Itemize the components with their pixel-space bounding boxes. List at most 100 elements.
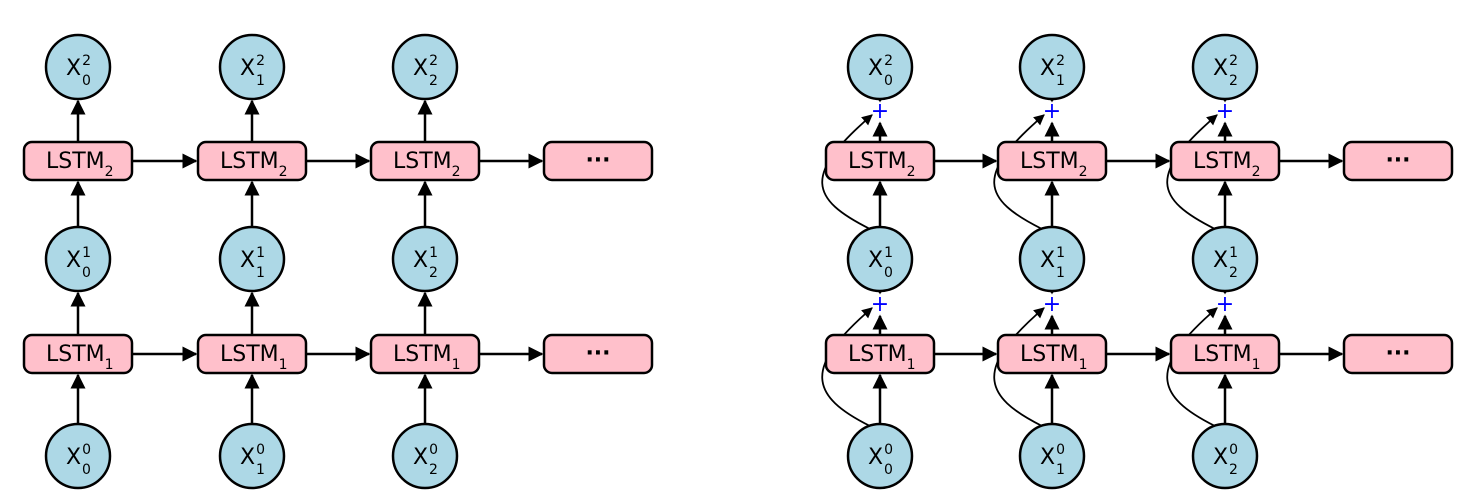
lstm2-cell-2-box [1169, 140, 1281, 182]
output-node-0: X2 0 [846, 33, 914, 101]
residual-plus-2-1: + [1043, 99, 1061, 124]
residual-plus-2-2: + [1216, 99, 1234, 124]
output-node-1-label: X2 1 [1040, 53, 1065, 89]
output-node-0-circle [44, 33, 112, 101]
output-node-0-label: X2 0 [66, 53, 91, 89]
lstm2-continuation-label: ··· [585, 148, 610, 173]
lstm2-cell-1-label: LSTM2 [220, 149, 288, 180]
output-node-1-circle [218, 33, 286, 101]
hidden-node-1: X1 1 [218, 225, 286, 293]
input-node-2-label: X0 2 [1213, 442, 1238, 478]
lstm2-continuation-label: ··· [1385, 148, 1410, 173]
residual-plus-1-2: + [1216, 292, 1234, 317]
lstm1-continuation: ··· [1342, 333, 1454, 375]
lstm1-cell-2: LSTM1 [1169, 333, 1281, 375]
lstm2-cell-0-label: LSTM2 [848, 149, 916, 180]
lstm1-cell-1-label: LSTM1 [1020, 342, 1088, 373]
residual-skip-2-2 [1166, 114, 1218, 230]
output-node-1-label: X2 1 [240, 53, 265, 89]
input-node-1-label: X0 1 [1040, 442, 1065, 478]
lstm1-cell-1: LSTM1 [196, 333, 308, 375]
residual-skip-1-2 [1166, 307, 1218, 427]
input-node-0-label: X0 0 [66, 442, 91, 478]
lstm1-cell-2-label: LSTM1 [1193, 342, 1261, 373]
residual-skip-2-0 [821, 114, 873, 230]
lstm2-cell-2-label: LSTM2 [393, 149, 461, 180]
panel-plain-stacked-lstm: LSTM1 LSTM2 X0 0 X1 0 X2 0 LSTM1 LSTM2 X0 1 X1 1 X2 1 LS… [22, 33, 654, 490]
hidden-node-2: X1 2 [1191, 225, 1259, 293]
lstm1-cell-2: LSTM1 [369, 333, 481, 375]
lstm1-continuation-box [542, 333, 654, 375]
output-node-1-circle [1018, 33, 1086, 101]
input-node-0: X0 0 [44, 422, 112, 490]
input-node-0-circle [44, 422, 112, 490]
lstm1-cell-0-box [22, 333, 134, 375]
output-node-2: X2 2 [391, 33, 459, 101]
input-node-1: X0 1 [1018, 422, 1086, 490]
lstm2-cell-1: LSTM2 [996, 140, 1108, 182]
lstm1-continuation-label: ··· [585, 341, 610, 366]
input-node-2-circle [1191, 422, 1259, 490]
output-node-2: X2 2 [1191, 33, 1259, 101]
lstm2-cell-0-box [824, 140, 936, 182]
residual-plus-2-0: + [871, 99, 889, 124]
lstm2-cell-0-box [22, 140, 134, 182]
residual-skip-2-1 [993, 114, 1045, 230]
lstm1-cell-0-box [824, 333, 936, 375]
hidden-node-2-label: X1 2 [413, 245, 438, 281]
hidden-node-0-circle [44, 225, 112, 293]
residual-skip-1-0 [821, 307, 873, 427]
hidden-node-1-label: X1 1 [1040, 245, 1065, 281]
hidden-node-1-circle [218, 225, 286, 293]
hidden-node-0-circle [846, 225, 914, 293]
input-node-1-label: X0 1 [240, 442, 265, 478]
input-node-0: X0 0 [846, 422, 914, 490]
lstm2-cell-1: LSTM2 [196, 140, 308, 182]
lstm2-cell-2: LSTM2 [369, 140, 481, 182]
output-node-0: X2 0 [44, 33, 112, 101]
lstm2-cell-2: LSTM2 [1169, 140, 1281, 182]
lstm1-cell-0: LSTM1 [22, 333, 134, 375]
lstm2-cell-2-label: LSTM2 [1193, 149, 1261, 180]
lstm2-cell-0: LSTM2 [22, 140, 134, 182]
lstm2-cell-2-box [369, 140, 481, 182]
hidden-node-2-label: X1 2 [1213, 245, 1238, 281]
residual-plus-1-1: + [1043, 292, 1061, 317]
input-node-0-label: X0 0 [868, 442, 893, 478]
hidden-node-1-circle [1018, 225, 1086, 293]
lstm1-cell-2-box [1169, 333, 1281, 375]
lstm2-cell-0-label: LSTM2 [46, 149, 114, 180]
output-node-2-circle [391, 33, 459, 101]
input-node-1-circle [1018, 422, 1086, 490]
lstm2-continuation: ··· [542, 140, 654, 182]
hidden-node-0: X1 0 [44, 225, 112, 293]
lstm1-cell-2-label: LSTM1 [393, 342, 461, 373]
lstm1-continuation-box [1342, 333, 1454, 375]
lstm2-cell-1-box [996, 140, 1108, 182]
output-node-2-label: X2 2 [413, 53, 438, 89]
output-node-1: X2 1 [218, 33, 286, 101]
panel-residual-stacked-lstm: + + + + + + LSTM1 LSTM2 X0 0 X1 0 X2 0 LSTM1 LSTM2 X0 1 X1… [821, 33, 1454, 490]
hidden-node-0-label: X1 0 [868, 245, 893, 281]
hidden-node-1: X1 1 [1018, 225, 1086, 293]
hidden-node-2-circle [391, 225, 459, 293]
input-node-1: X0 1 [218, 422, 286, 490]
lstm1-continuation-label: ··· [1385, 341, 1410, 366]
input-node-2-circle [391, 422, 459, 490]
input-node-2-label: X0 2 [413, 442, 438, 478]
hidden-node-0: X1 0 [846, 225, 914, 293]
input-node-2: X0 2 [391, 422, 459, 490]
hidden-node-0-label: X1 0 [66, 245, 91, 281]
lstm2-cell-1-box [196, 140, 308, 182]
output-node-2-label: X2 2 [1213, 53, 1238, 89]
lstm2-cell-1-label: LSTM2 [1020, 149, 1088, 180]
input-node-1-circle [218, 422, 286, 490]
output-node-0-label: X2 0 [868, 53, 893, 89]
input-node-0-circle [846, 422, 914, 490]
lstm1-continuation: ··· [542, 333, 654, 375]
lstm1-cell-1: LSTM1 [996, 333, 1108, 375]
lstm1-cell-1-label: LSTM1 [220, 342, 288, 373]
lstm1-cell-0-label: LSTM1 [46, 342, 114, 373]
input-node-2: X0 2 [1191, 422, 1259, 490]
